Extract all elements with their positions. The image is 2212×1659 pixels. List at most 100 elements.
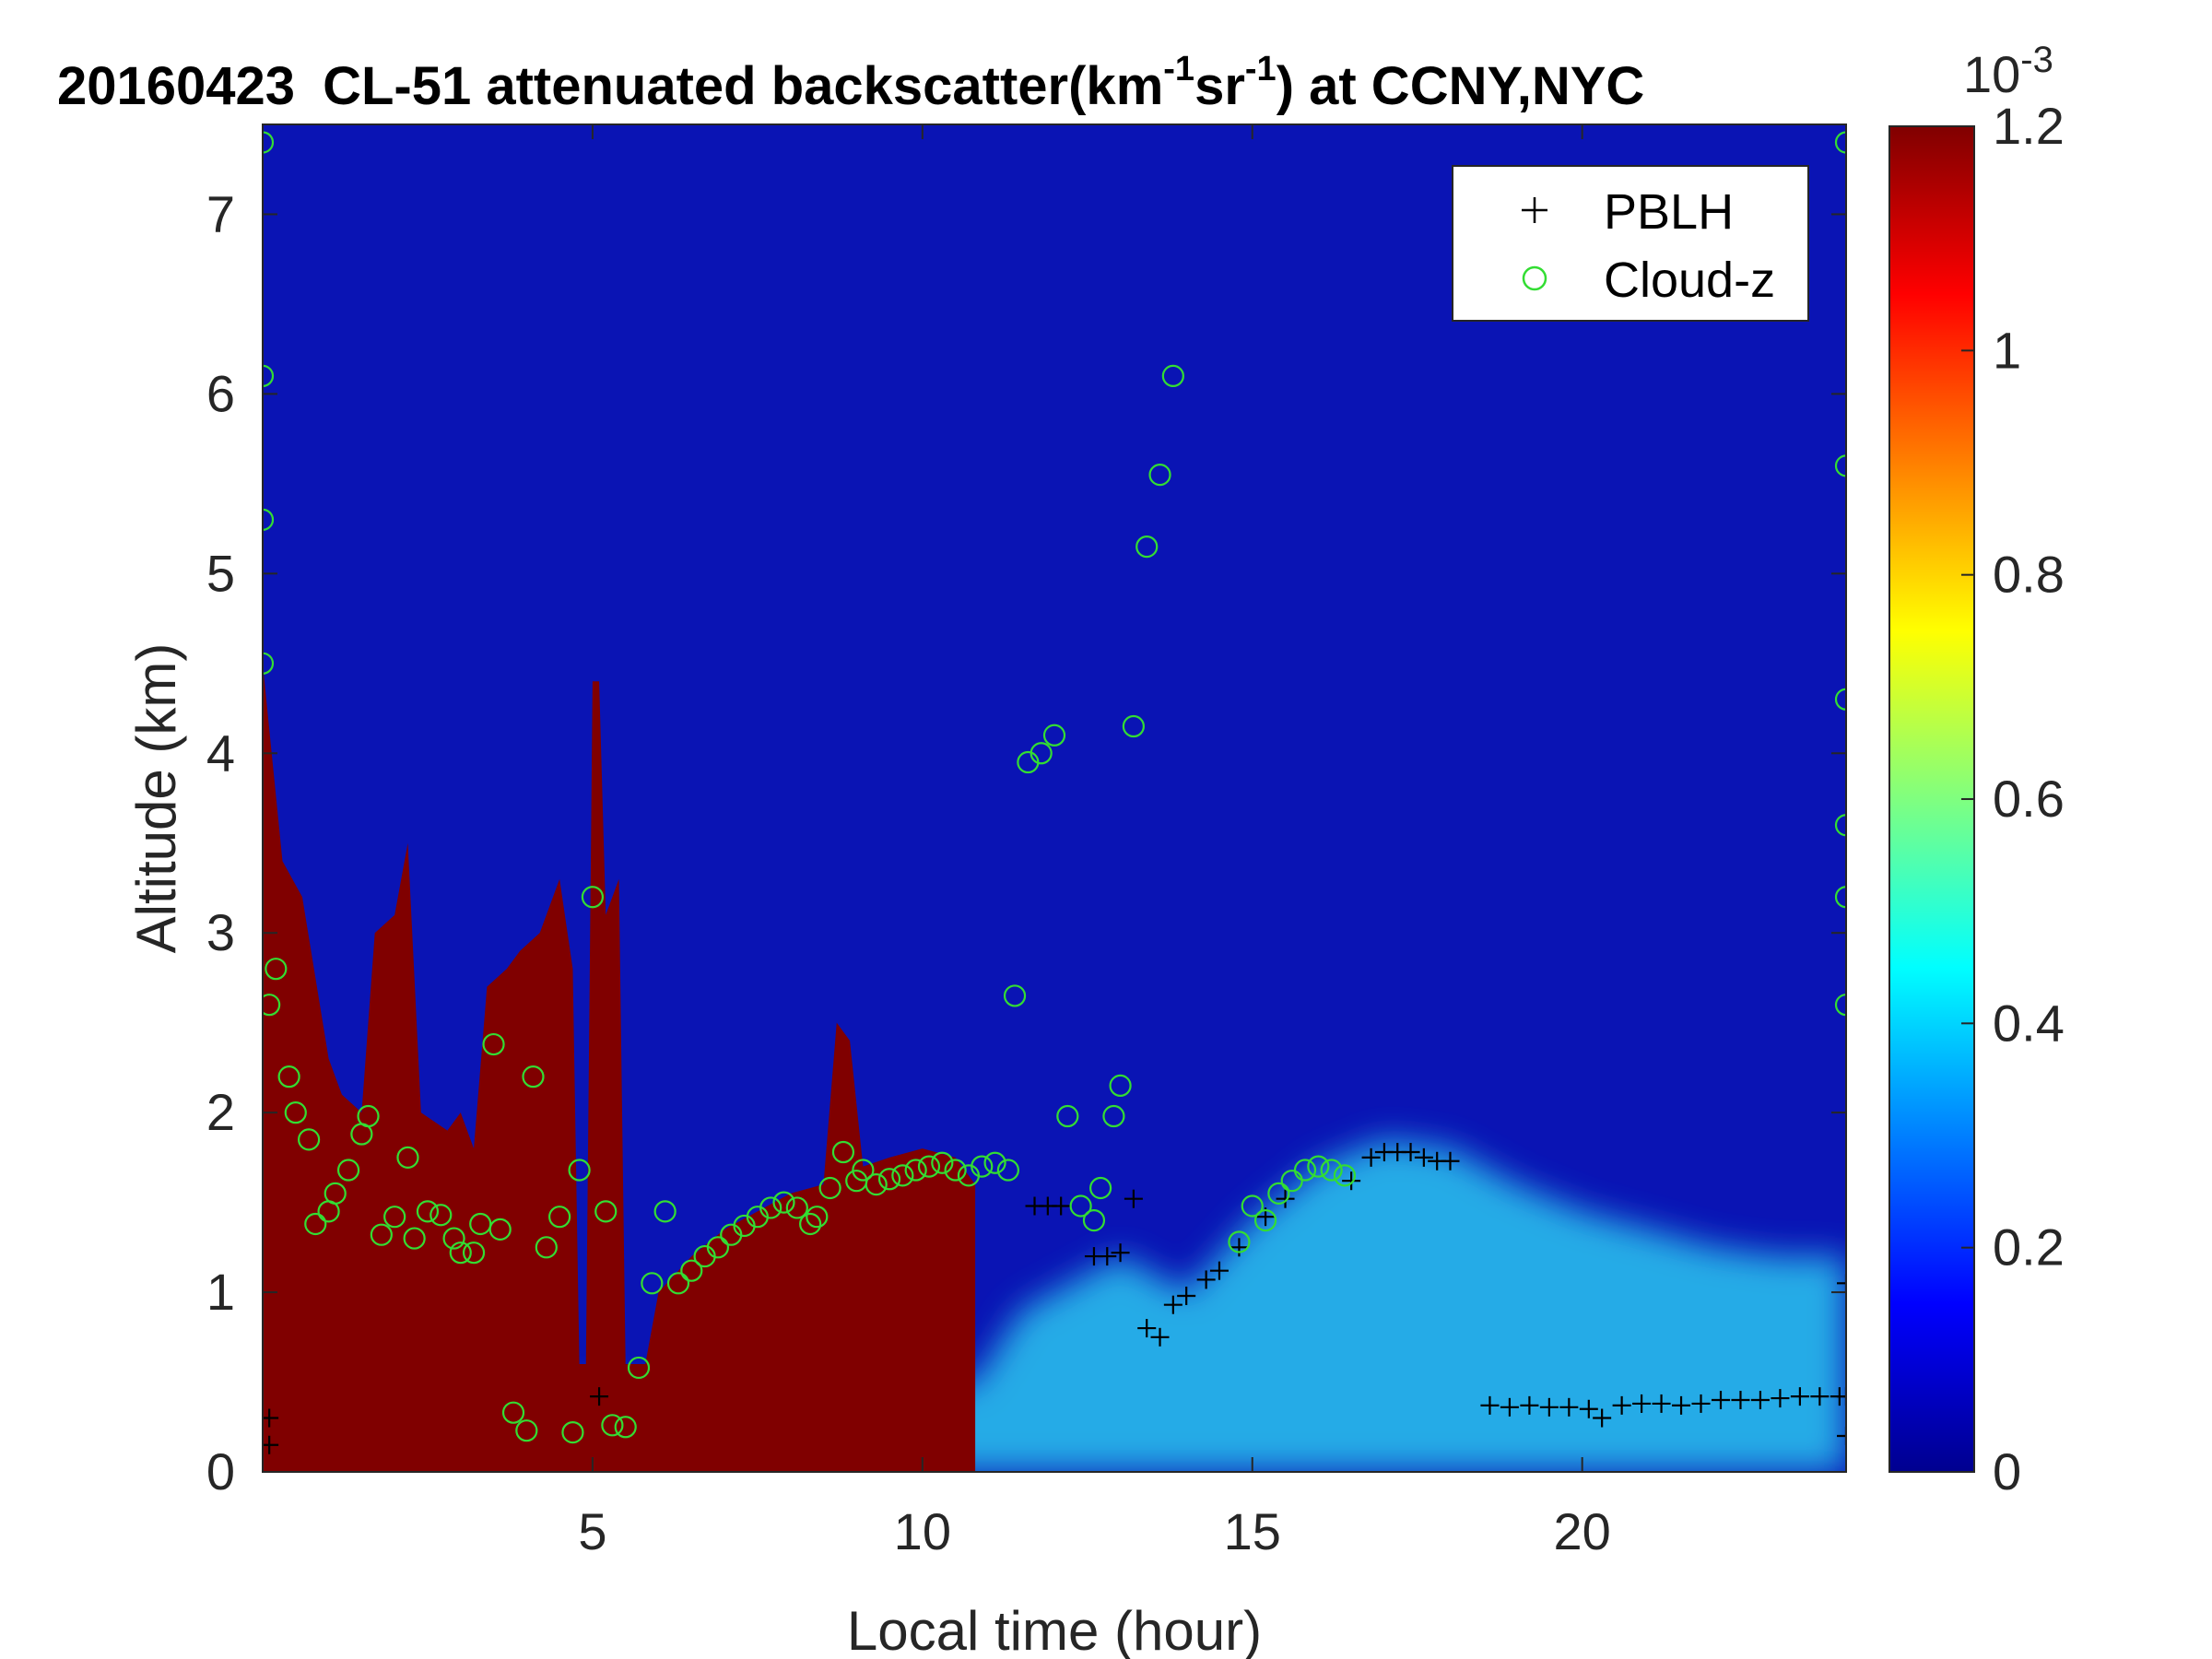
colorbar-tick-label: 1.2: [1993, 97, 2065, 155]
cloud-z-point: [284, 1101, 307, 1124]
pblh-point: [1632, 1394, 1652, 1413]
cloud-z-point: [806, 1206, 829, 1229]
pblh-point: [1711, 1391, 1730, 1410]
y-tick-label: 0: [206, 1442, 235, 1500]
legend-pblh-label: PBLH: [1604, 184, 1734, 240]
pblh-point: [1652, 1394, 1671, 1413]
legend-pblh-marker: [1522, 197, 1547, 223]
y-tick-label: 3: [206, 903, 235, 961]
pblh-point: [1790, 1387, 1809, 1406]
cloud-z-point: [1834, 454, 1846, 477]
pblh-point: [1750, 1391, 1770, 1410]
pblh-point: [1593, 1408, 1612, 1428]
colorbar-tick-label: 0.8: [1993, 546, 2065, 604]
pblh-point: [1137, 1319, 1157, 1338]
x-tick-label: 10: [894, 1502, 951, 1560]
cloud-z-point: [482, 1032, 505, 1056]
colorbar-tick-label: 0: [1993, 1442, 2021, 1500]
cloud-z-point: [561, 1421, 584, 1444]
cloud-z-point: [1161, 364, 1184, 388]
cloud-z-point: [416, 1200, 440, 1223]
pblh-point: [1414, 1147, 1433, 1167]
cloud-z-point: [1042, 724, 1066, 747]
cloud-z-point: [653, 1200, 677, 1223]
x-tick-label: 15: [1224, 1502, 1281, 1560]
pblh-point: [1441, 1151, 1460, 1171]
cloud-z-point: [594, 1200, 618, 1223]
cloud-z-point: [1030, 742, 1053, 765]
colorbar-exponent-power: -3: [2020, 40, 2053, 80]
pblh-point: [1837, 1274, 1846, 1293]
cloud-z-point: [1834, 814, 1846, 837]
cloud-z-point: [522, 1065, 545, 1088]
colorbar-tick-label: 0.2: [1993, 1218, 2065, 1277]
pblh-point: [1559, 1397, 1579, 1417]
cloud-z-point: [831, 1140, 855, 1164]
cloud-z-point: [891, 1164, 914, 1187]
pblh-point: [1520, 1395, 1539, 1415]
dense-backscatter-region: [263, 663, 976, 1472]
pblh-point: [1196, 1270, 1216, 1289]
cloud-z-point: [1307, 1155, 1330, 1178]
cloud-z-point: [1253, 1208, 1277, 1232]
cloud-z-point: [304, 1212, 327, 1236]
cloud-z-point: [1228, 1230, 1251, 1253]
y-tick-label: 2: [206, 1083, 235, 1141]
colorbar-tick-label: 0.6: [1993, 770, 2065, 828]
cloud-z-point: [263, 131, 275, 154]
cloud-z-point: [944, 1159, 967, 1182]
pblh-point: [1731, 1391, 1750, 1410]
title-suffix: ) at CCNY,NYC: [1277, 56, 1645, 116]
pblh-point: [1111, 1243, 1130, 1263]
title-sup2: -1: [1245, 50, 1277, 88]
pblh-point: [1771, 1389, 1790, 1408]
pblh-point: [1209, 1261, 1229, 1280]
y-tick-label: 1: [206, 1263, 235, 1321]
cloud-z-point: [1148, 464, 1171, 487]
cloud-z-point: [971, 1155, 994, 1178]
y-axis-ticks: 0 1 2 3 4 5 6 7: [206, 184, 1846, 1500]
colorbar-tick-label: 1: [1993, 321, 2021, 379]
cloud-z-point: [1333, 1164, 1357, 1187]
pblh-point: [1163, 1295, 1182, 1314]
x-tick-label: 20: [1554, 1502, 1611, 1560]
pblh-series: [263, 1143, 1846, 1454]
pblh-point: [590, 1387, 609, 1406]
cloud-z-point: [298, 1128, 321, 1151]
cloud-z-point: [1135, 535, 1159, 559]
pblh-point: [1691, 1394, 1711, 1413]
cloud-z-point: [336, 1159, 360, 1182]
cloud-z-point: [877, 1168, 901, 1191]
cloud-z-point: [370, 1223, 393, 1246]
cloud-z-point: [442, 1227, 465, 1250]
cloud-z-point: [1320, 1159, 1343, 1182]
cloud-z-point: [1834, 131, 1846, 154]
cloud-z-point: [1003, 984, 1027, 1007]
cloud-z-point: [666, 1272, 690, 1295]
cloud-z-point: [931, 1151, 954, 1174]
cloud-z-point: [1109, 1074, 1132, 1097]
pblh-point: [1480, 1395, 1500, 1415]
cloud-z-point: [799, 1212, 822, 1236]
cloud-z-point: [357, 1104, 380, 1128]
pblh-point: [1150, 1327, 1170, 1347]
pblh-point: [1579, 1399, 1598, 1418]
cloud-z-point: [1122, 714, 1146, 738]
cloud-z-point: [614, 1416, 637, 1439]
cloud-z-point: [548, 1206, 571, 1229]
pblh-point: [1612, 1395, 1631, 1415]
cloud-z-point: [852, 1159, 875, 1182]
cloud-z-point: [429, 1204, 453, 1227]
cloud-z-point: [501, 1401, 525, 1424]
legend-cloud-label: Cloud-z: [1604, 253, 1775, 308]
cloud-z-point: [263, 508, 275, 531]
cloud-z-point: [535, 1236, 558, 1259]
cloud-z-point: [1089, 1176, 1112, 1200]
chart-title: 20160423 CL-51 attenuated backscatter(km-…: [57, 50, 1644, 116]
cloud-z-point: [785, 1196, 808, 1219]
title-prefix: CL-51 attenuated backscatter(km: [323, 56, 1163, 116]
cloud-z-point: [515, 1419, 538, 1442]
title-mid: sr: [1194, 56, 1245, 116]
cloud-z-point: [1834, 994, 1846, 1017]
cloud-z-point: [263, 364, 275, 388]
